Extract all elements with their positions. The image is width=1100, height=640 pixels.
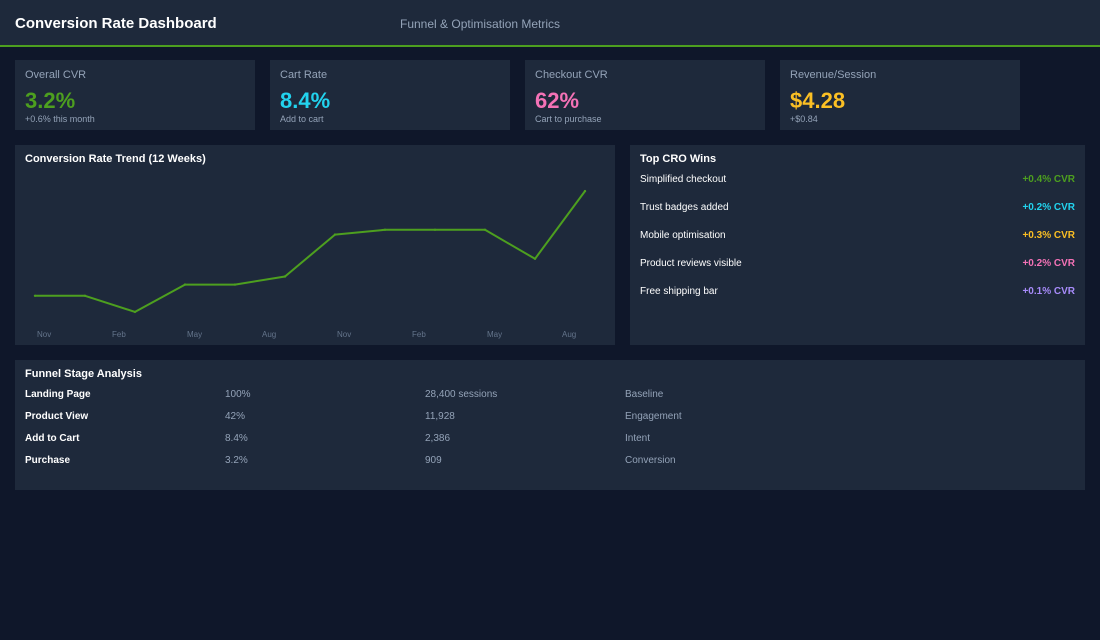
kpi-value: 3.2% — [25, 88, 76, 113]
kpi-label: Revenue/Session — [790, 69, 877, 81]
kpi-subtext: Cart to purchase — [535, 114, 602, 124]
kpi-card-checkout-cvr: Checkout CVR 62% Cart to purchase — [525, 60, 765, 130]
funnel-percent: 8.4% — [225, 433, 248, 444]
cro-win-name: Free shipping bar — [640, 286, 718, 297]
kpi-value: 8.4% — [280, 88, 331, 113]
trend-data-point — [33, 294, 37, 297]
cro-wins-title: Top CRO Wins — [640, 153, 717, 165]
kpi-card-cart-rate: Cart Rate 8.4% Add to cart — [270, 60, 510, 130]
x-tick-label: May — [487, 330, 502, 339]
cro-win-item: Product reviews visible +0.2% CVR — [640, 258, 1075, 272]
kpi-subtext: +$0.84 — [790, 114, 818, 124]
cro-win-name: Mobile optimisation — [640, 230, 726, 241]
funnel-note: Conversion — [625, 455, 676, 466]
kpi-value: 62% — [535, 88, 580, 113]
funnel-percent: 100% — [225, 389, 251, 400]
x-tick-label: Aug — [562, 330, 576, 339]
funnel-stage: Add to Cart — [25, 433, 80, 444]
funnel-note: Intent — [625, 433, 651, 444]
funnel-note: Baseline — [625, 389, 664, 400]
kpi-label: Cart Rate — [280, 69, 328, 81]
cro-win-item: Trust badges added +0.2% CVR — [640, 202, 1075, 216]
funnel-count: 11,928 — [425, 411, 455, 422]
funnel-stage: Landing Page — [25, 389, 91, 400]
app-subtitle: Funnel & Optimisation Metrics — [400, 17, 561, 31]
trend-data-point — [533, 257, 537, 260]
funnel-row: Add to Cart 8.4% 2,386 Intent — [25, 433, 1075, 447]
x-tick-label: Nov — [337, 330, 351, 339]
trend-data-point — [183, 283, 187, 286]
funnel-row: Product View 42% 11,928 Engagement — [25, 411, 1075, 425]
app-title: Conversion Rate Dashboard — [15, 15, 217, 32]
cro-win-item: Simplified checkout +0.4% CVR — [640, 174, 1075, 188]
trend-data-point — [483, 228, 487, 231]
cro-win-impact: +0.4% CVR — [1022, 174, 1075, 185]
funnel-note: Engagement — [625, 411, 682, 422]
x-tick-label: Feb — [412, 330, 426, 339]
x-tick-label: Aug — [262, 330, 276, 339]
funnel-stage: Product View — [25, 411, 89, 422]
cro-win-name: Trust badges added — [640, 202, 729, 213]
x-tick-label: Nov — [37, 330, 51, 339]
kpi-subtext: Add to cart — [280, 114, 324, 124]
trend-data-point — [583, 189, 587, 193]
trend-chart-title: Conversion Rate Trend (12 Weeks) — [25, 153, 206, 165]
trend-chart: Nov Feb May Aug Nov Feb May Aug — [33, 189, 587, 339]
funnel-panel: Funnel Stage Analysis Landing Page 100% … — [15, 360, 1085, 490]
cro-win-impact: +0.3% CVR — [1022, 230, 1075, 241]
cro-win-item: Free shipping bar +0.1% CVR — [640, 286, 1075, 300]
cro-win-impact: +0.2% CVR — [1022, 258, 1075, 269]
trend-data-point — [83, 294, 87, 297]
x-tick-label: May — [187, 330, 202, 339]
kpi-label: Overall CVR — [25, 69, 87, 81]
funnel-row: Landing Page 100% 28,400 sessions Baseli… — [25, 389, 1075, 403]
trend-data-point — [133, 310, 137, 314]
funnel-count: 909 — [425, 455, 442, 466]
cro-win-impact: +0.2% CVR — [1022, 202, 1075, 213]
kpi-value: $4.28 — [790, 88, 846, 113]
cro-wins-panel: Top CRO Wins Simplified checkout +0.4% C… — [630, 145, 1085, 345]
trend-series-line — [35, 190, 586, 313]
kpi-subtext: +0.6% this month — [25, 114, 95, 124]
funnel-count: 28,400 sessions — [425, 389, 498, 400]
trend-data-point — [333, 233, 337, 236]
cro-win-name: Product reviews visible — [640, 258, 742, 269]
trend-data-point — [433, 228, 437, 231]
funnel-title: Funnel Stage Analysis — [25, 368, 142, 380]
funnel-count: 2,386 — [425, 433, 451, 444]
trend-chart-panel: Nov Feb May Aug Nov Feb May Aug Conversion Rate… — [15, 145, 615, 345]
trend-data-point — [283, 275, 287, 278]
top-bar: Conversion Rate Dashboard Funnel & Optim… — [0, 0, 1100, 47]
cro-win-impact: +0.1% CVR — [1022, 286, 1075, 297]
trend-data-point — [383, 228, 387, 231]
x-tick-label: Feb — [112, 330, 126, 339]
cro-win-item: Mobile optimisation +0.3% CVR — [640, 230, 1075, 244]
kpi-card-revenue-session: Revenue/Session $4.28 +$0.84 — [780, 60, 1020, 130]
funnel-row: Purchase 3.2% 909 Conversion — [25, 455, 1075, 469]
funnel-percent: 3.2% — [225, 455, 248, 466]
kpi-card-overall-cvr: Overall CVR 3.2% +0.6% this month — [15, 60, 255, 130]
funnel-percent: 42% — [225, 411, 246, 422]
funnel-stage: Purchase — [25, 455, 71, 466]
kpi-label: Checkout CVR — [535, 69, 608, 81]
trend-data-point — [233, 283, 237, 286]
cro-win-name: Simplified checkout — [640, 174, 727, 185]
